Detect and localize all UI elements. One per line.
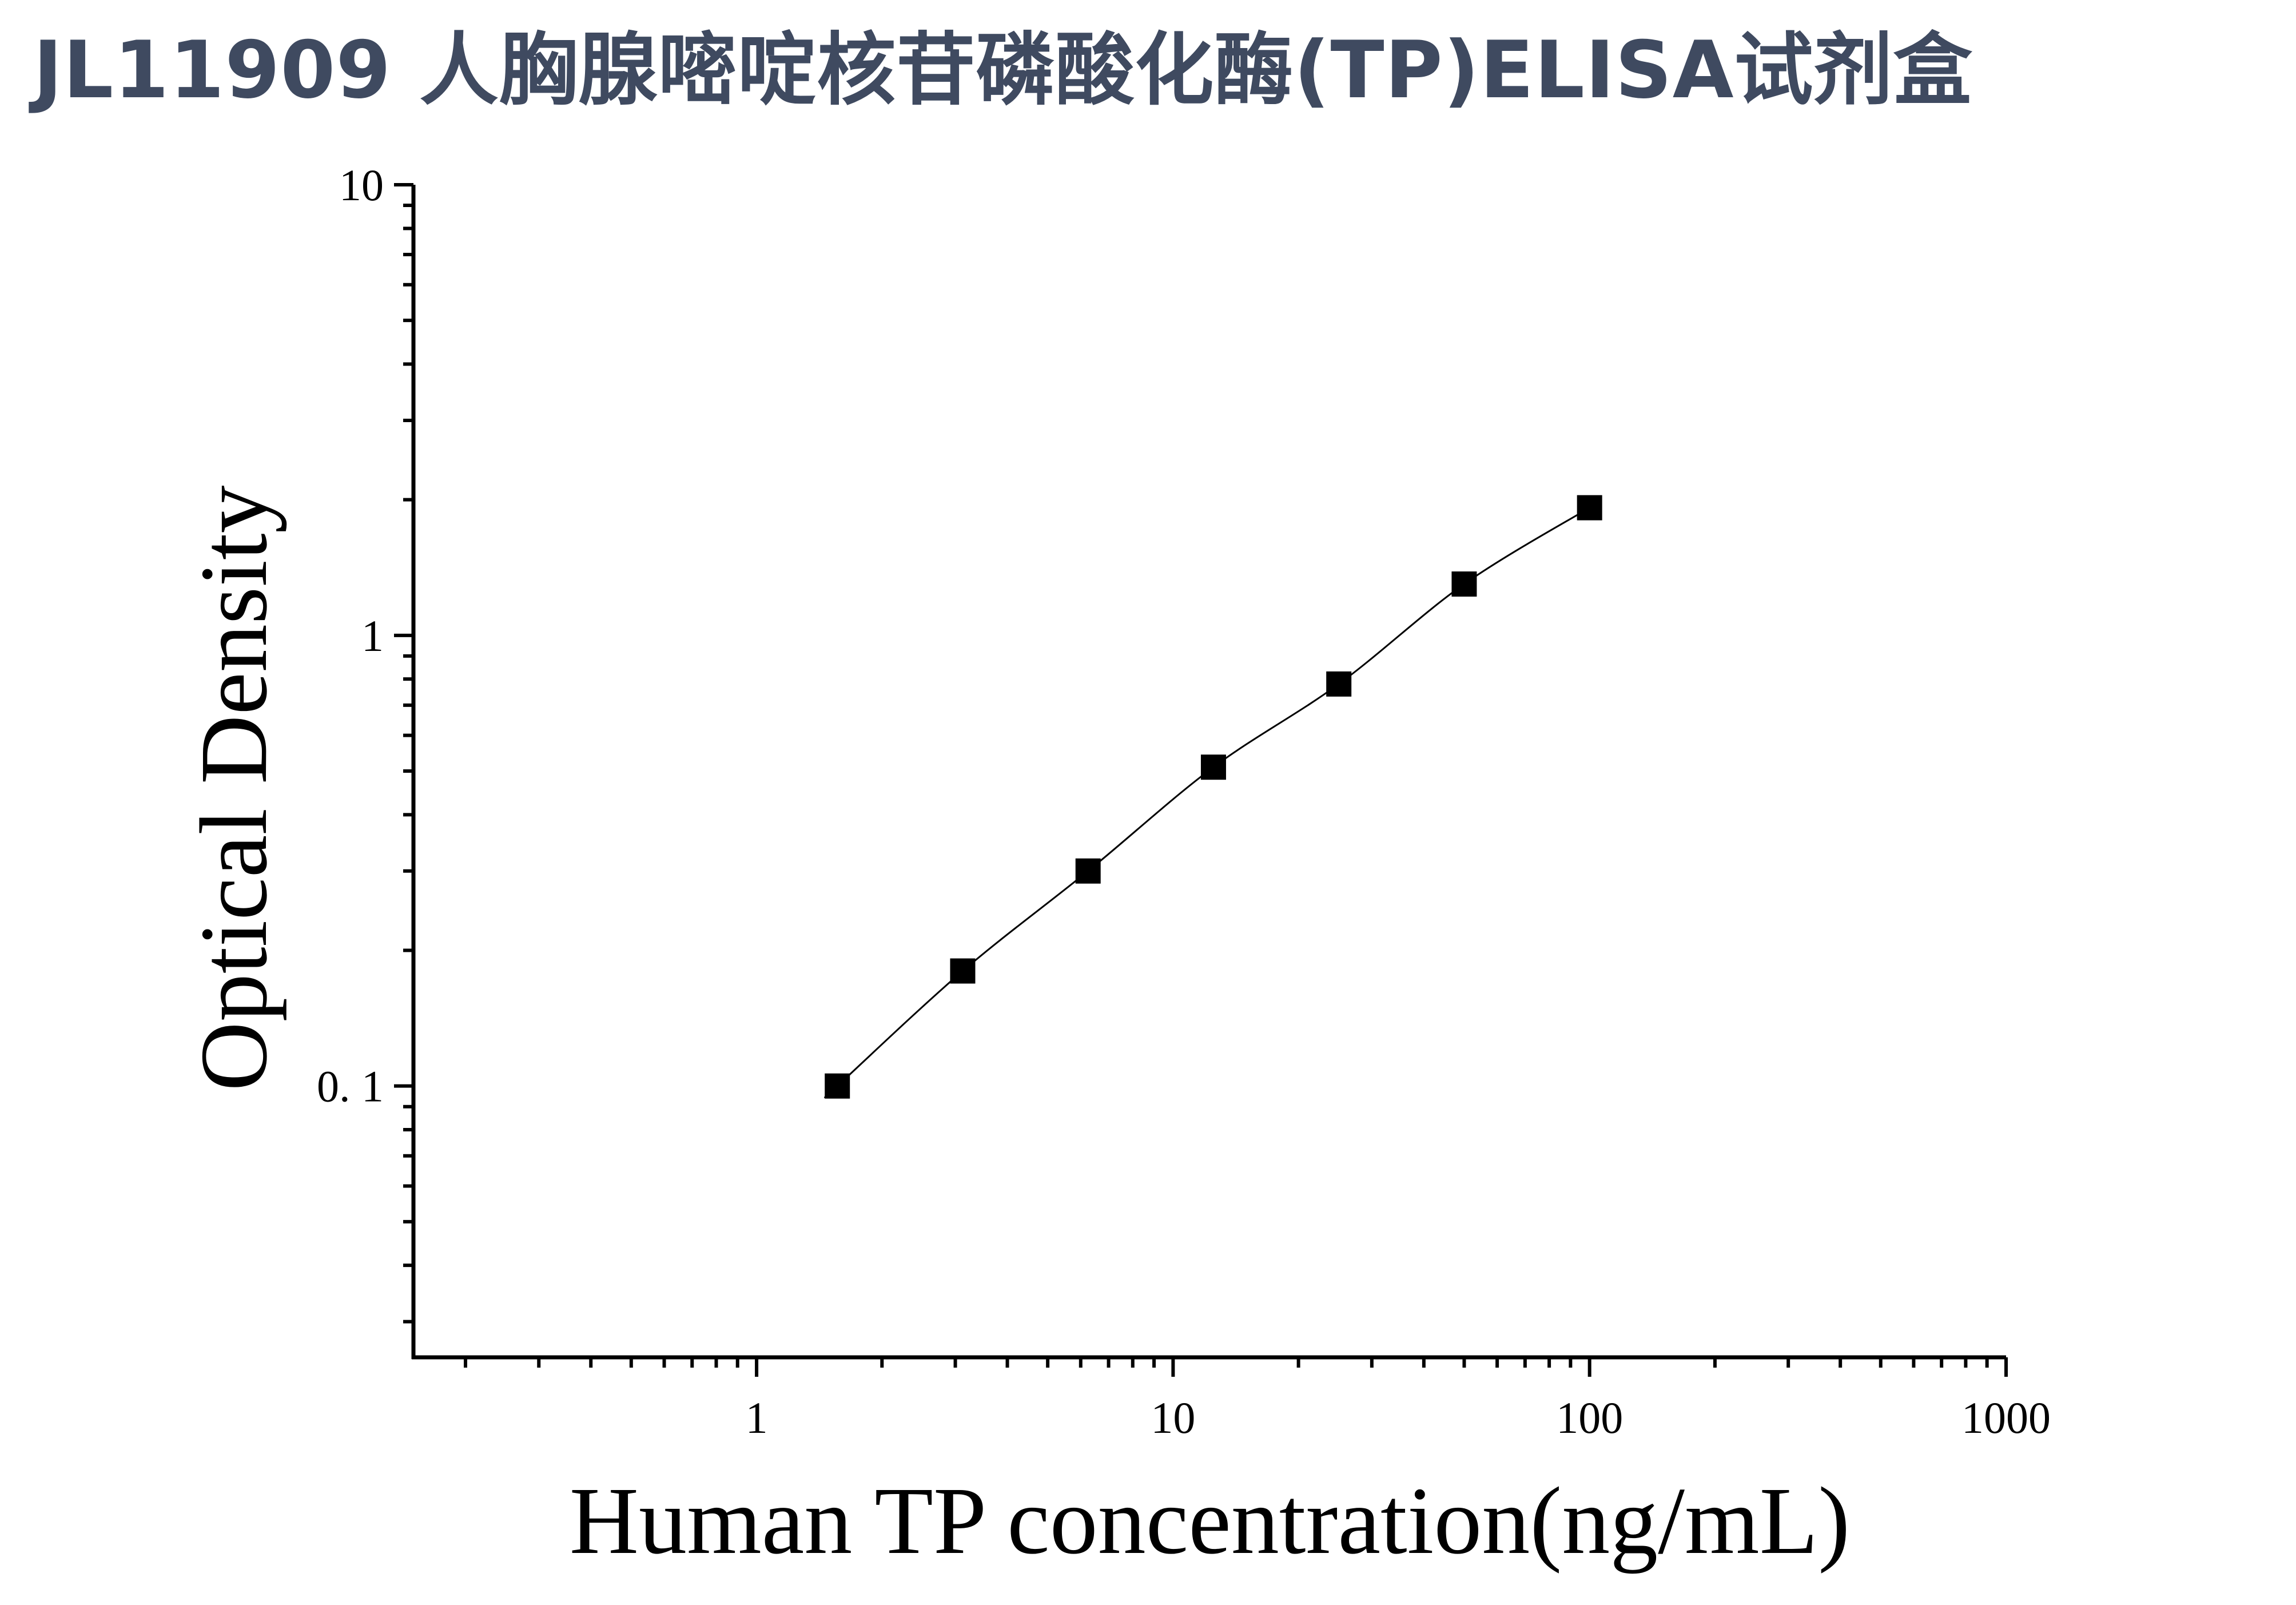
x-axis-title: Human TP concentration(ng/mL)	[570, 1468, 1850, 1574]
y-axis-title: Optical Density	[181, 485, 287, 1091]
x-tick-label: 1	[746, 1393, 768, 1443]
x-tick-label: 10	[1151, 1393, 1195, 1443]
data-points	[825, 495, 1602, 1099]
page-title: JL11909 人胸腺嘧啶核苷磷酸化酶(TP)ELISA试剂盒	[33, 24, 1973, 116]
x-tick-label: 1000	[1961, 1393, 2051, 1443]
x-tick-label: 100	[1556, 1393, 1623, 1443]
y-tick-label: 0. 1	[317, 1062, 384, 1111]
data-point	[825, 1073, 850, 1099]
data-point	[950, 958, 976, 984]
data-point	[1200, 754, 1226, 780]
tick-labels: 1 10 100 1000 0. 1 1 10	[317, 160, 2051, 1443]
y-tick-label: 1	[361, 611, 384, 661]
data-point	[1451, 571, 1477, 597]
y-tick-label: 10	[339, 160, 384, 210]
ticks	[394, 183, 2008, 1377]
data-point	[1326, 671, 1352, 697]
data-point	[1075, 858, 1101, 884]
data-point	[1577, 495, 1602, 521]
